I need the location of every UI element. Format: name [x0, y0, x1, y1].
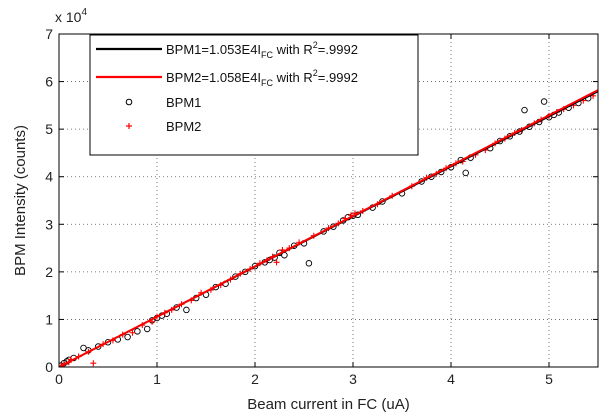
legend-entry-label: BPM2=1.058E4IFC with R2=.9992 — [166, 68, 358, 88]
legend-text-main: BPM1=1.053E4I — [166, 42, 261, 57]
data-point-bpm1 — [143, 325, 151, 333]
y-tick-label: 5 — [45, 121, 53, 137]
data-point-bpm1 — [183, 306, 190, 314]
legend-text-sup: 2 — [313, 68, 318, 78]
y-tick-label: 6 — [45, 74, 53, 90]
y-tick-label: 0 — [45, 359, 53, 375]
fit-line-bpm2 — [59, 89, 598, 367]
legend-text-main: BPM2=1.058E4I — [166, 70, 261, 85]
data-point-bpm2 — [273, 259, 280, 266]
legend-text-main: BPM2 — [166, 119, 201, 134]
legend-entry-label: BPM2 — [166, 119, 201, 134]
y-axis-label: BPM Intensity (counts) — [12, 125, 29, 276]
legend: BPM1=1.053E4IFC with R2=.9992BPM2=1.058E… — [89, 34, 419, 156]
data-point-bpm1 — [521, 106, 528, 114]
legend-text-sub: FC — [261, 78, 273, 88]
y-exponent-label: x 104 — [55, 7, 87, 25]
legend-entry-label: BPM1=1.053E4IFC with R2=.9992 — [166, 40, 358, 60]
axes-box — [58, 33, 599, 368]
y-exponent-power: 4 — [81, 7, 87, 18]
data-point-bpm2 — [90, 360, 97, 367]
legend-text-main: BPM1 — [166, 95, 201, 110]
data-point-bpm1 — [462, 169, 469, 177]
x-axis-label: Beam current in FC (uA) — [247, 396, 410, 413]
x-tick-label: 3 — [349, 371, 357, 387]
x-tick-label: 4 — [447, 371, 455, 387]
legend-box — [89, 34, 419, 156]
legend-entry-label: BPM1 — [166, 95, 201, 110]
x-tick-label: 0 — [55, 371, 63, 387]
x-tick-label: 2 — [251, 371, 259, 387]
legend-text-sup: 2 — [313, 40, 318, 50]
legend-text-suffix: =.9992 — [318, 42, 358, 57]
data-layer — [59, 89, 598, 367]
data-point-bpm1 — [232, 273, 239, 280]
x-tick-label: 1 — [153, 371, 161, 387]
x-tick-label: 5 — [545, 371, 553, 387]
legend-text-mid: with R — [273, 70, 313, 85]
y-tick-label: 3 — [45, 216, 53, 232]
legend-text-suffix: =.9992 — [318, 70, 358, 85]
data-point-bpm1 — [124, 333, 131, 341]
data-point-bpm1 — [305, 260, 313, 267]
y-tick-label: 4 — [45, 169, 53, 185]
data-point-bpm1 — [134, 328, 141, 335]
y-tick-label: 7 — [45, 26, 53, 42]
legend-text-mid: with R — [273, 42, 313, 57]
data-point-bpm1 — [540, 98, 548, 105]
data-point-bpm2 — [129, 329, 136, 336]
legend-text-sub: FC — [261, 50, 273, 60]
y-tick-label: 2 — [45, 264, 53, 280]
legend-swatch-circle — [125, 98, 133, 106]
y-tick-label: 1 — [45, 311, 53, 327]
legend-swatch-plus — [126, 123, 132, 129]
